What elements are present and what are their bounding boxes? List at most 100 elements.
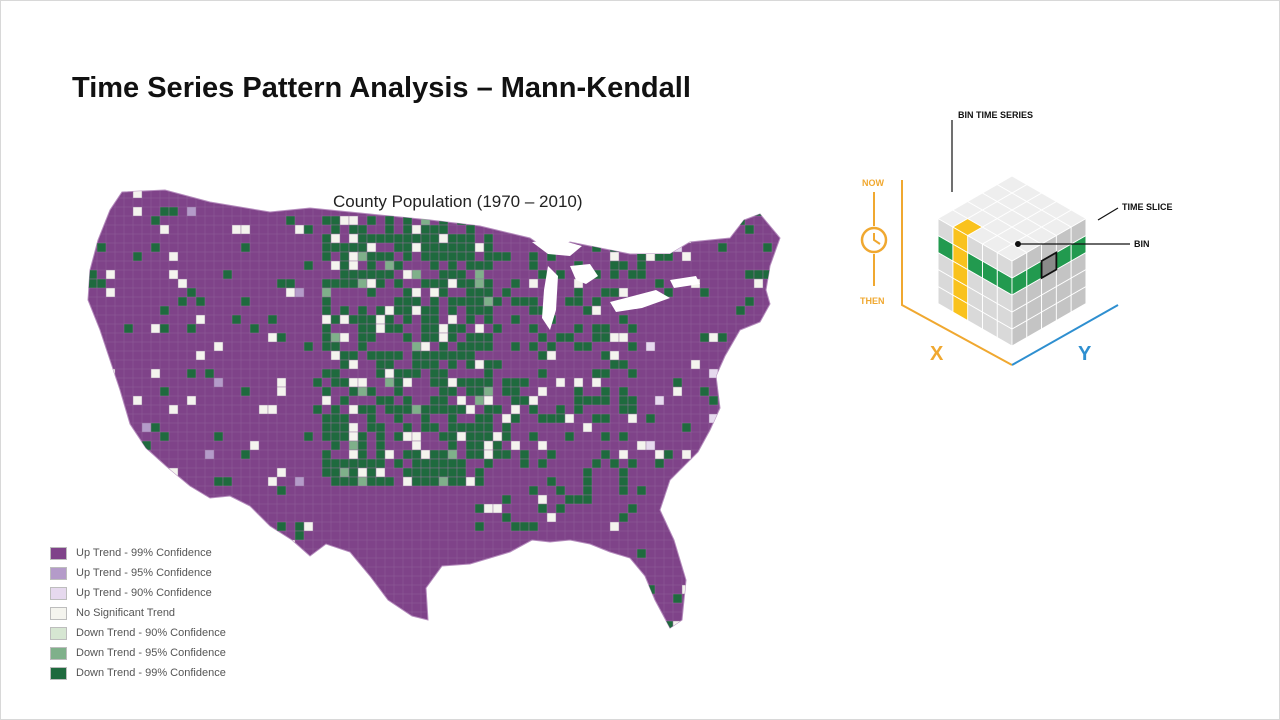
county-cell — [195, 314, 206, 325]
county-cell — [483, 296, 494, 307]
county-cell — [492, 431, 503, 442]
county-cell — [636, 251, 647, 262]
county-cell — [303, 431, 314, 442]
county-cell — [150, 215, 161, 226]
county-cell — [420, 233, 431, 244]
county-cell — [564, 413, 575, 424]
county-cell — [690, 584, 701, 595]
county-cell — [105, 467, 116, 478]
county-cell — [474, 503, 485, 514]
county-cell — [402, 467, 413, 478]
county-cell — [276, 278, 287, 289]
county-cell — [456, 422, 467, 433]
county-cell — [663, 449, 674, 460]
county-cell — [276, 386, 287, 397]
county-cell — [402, 287, 413, 298]
county-cell — [447, 350, 458, 361]
county-cell — [366, 251, 377, 262]
county-cell — [393, 368, 404, 379]
legend-swatch — [50, 566, 67, 580]
bin-time-series-label: BIN TIME SERIES — [958, 110, 1033, 120]
county-cell — [609, 269, 620, 280]
county-cell — [735, 386, 746, 397]
county-cell — [501, 422, 512, 433]
county-cell — [483, 368, 494, 379]
county-cell — [510, 395, 521, 406]
county-cell — [321, 332, 332, 343]
county-cell — [618, 404, 629, 415]
county-cell — [699, 287, 710, 298]
county-cell — [286, 639, 295, 640]
county-cell — [402, 242, 413, 253]
county-cell — [438, 332, 449, 343]
highlighted-bin — [1040, 250, 1058, 280]
county-cell — [348, 458, 359, 469]
county-cell — [474, 296, 485, 307]
county-cell — [357, 377, 368, 388]
us-county-map — [87, 189, 790, 640]
county-cell — [213, 521, 224, 532]
cube-cell — [996, 175, 1028, 194]
county-cell — [438, 404, 449, 415]
county-cell — [357, 323, 368, 334]
county-cell — [339, 395, 350, 406]
county-cell — [546, 350, 557, 361]
county-cell — [339, 260, 350, 271]
county-cell — [781, 279, 790, 288]
county-cell — [438, 224, 449, 235]
county-cell — [609, 359, 620, 370]
county-cell — [582, 485, 593, 496]
county-cell — [510, 296, 521, 307]
county-cell — [717, 476, 728, 487]
county-cell — [249, 440, 260, 451]
county-cell — [438, 467, 449, 478]
county-cell — [474, 521, 485, 532]
county-cell — [636, 260, 647, 271]
county-cell — [357, 440, 368, 451]
county-cell — [483, 251, 494, 262]
x-axis-line — [901, 180, 1013, 366]
county-cell — [186, 521, 197, 532]
county-cell — [357, 314, 368, 325]
county-cell — [330, 278, 341, 289]
county-cell — [402, 395, 413, 406]
county-cell — [781, 594, 790, 603]
county-cell — [348, 377, 359, 388]
county-cell — [366, 422, 377, 433]
county-cell — [411, 269, 422, 280]
county-cell — [573, 377, 584, 388]
county-cell — [114, 485, 125, 496]
county-cell — [753, 395, 764, 406]
y-axis-label: Y — [1078, 343, 1092, 365]
county-cell — [726, 395, 737, 406]
county-cell — [177, 278, 188, 289]
county-cell — [232, 639, 241, 640]
county-cell — [708, 539, 719, 550]
county-cell — [438, 377, 449, 388]
county-cell — [357, 332, 368, 343]
county-cell — [339, 314, 350, 325]
county-cell — [465, 404, 476, 415]
county-cell — [564, 431, 575, 442]
county-cell — [402, 422, 413, 433]
county-cell — [672, 593, 683, 604]
county-cell — [105, 431, 116, 442]
county-cell — [654, 458, 665, 469]
county-cell — [708, 584, 719, 595]
county-cell — [348, 350, 359, 361]
county-cell — [411, 350, 422, 361]
county-cell — [267, 332, 278, 343]
county-cell — [375, 467, 386, 478]
county-cell — [411, 431, 422, 442]
county-cell — [213, 476, 224, 487]
county-cell — [330, 476, 341, 487]
county-cell — [330, 404, 341, 415]
county-cell — [348, 431, 359, 442]
county-cell — [654, 215, 665, 226]
county-cell — [429, 422, 440, 433]
county-cell — [366, 215, 377, 226]
county-cell — [465, 350, 476, 361]
county-cell — [465, 440, 476, 451]
county-cell — [501, 377, 512, 388]
county-cell — [348, 215, 359, 226]
